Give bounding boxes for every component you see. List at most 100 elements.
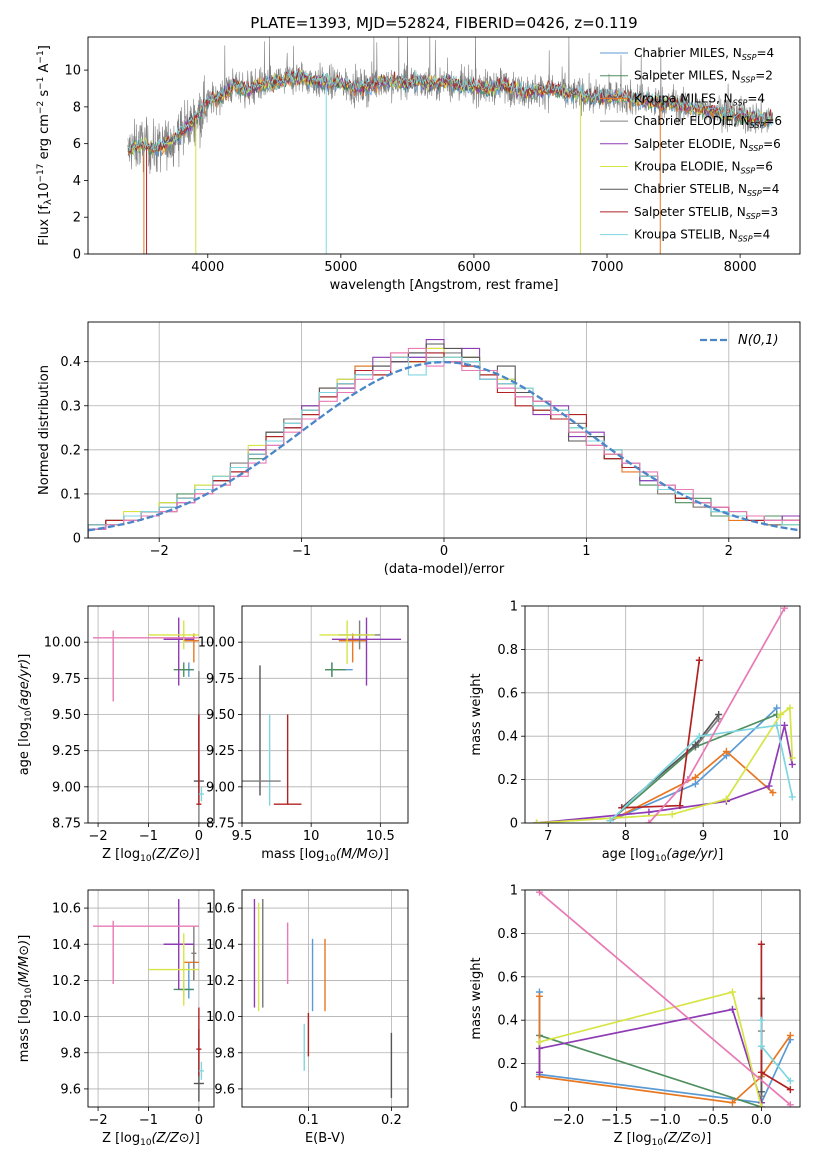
axes-frame bbox=[87, 321, 801, 539]
x-axis-label: Z [log10(Z/Z⊙)] bbox=[102, 1131, 200, 1148]
x-tick-label: −1.5 bbox=[601, 1113, 633, 1128]
point-marker bbox=[769, 789, 777, 797]
legend-label: Salpeter MILES, NSSP=2 bbox=[634, 69, 773, 85]
point-marker bbox=[786, 1086, 794, 1094]
point-marker bbox=[773, 721, 781, 729]
y-tick-label: 4 bbox=[73, 174, 81, 189]
x-tick-label: 9.5 bbox=[232, 829, 253, 844]
x-tick-label: 0 bbox=[195, 829, 203, 844]
point-marker bbox=[757, 1068, 765, 1076]
line-kroupa-stelib bbox=[609, 724, 794, 822]
point-marker bbox=[645, 808, 653, 816]
legend-label: Chabrier ELODIE, NSSP=6 bbox=[634, 114, 782, 130]
x-tick-label: 10 bbox=[772, 829, 789, 844]
point-marker bbox=[535, 890, 543, 896]
y-tick-label: 9.25 bbox=[52, 744, 81, 759]
legend-label: Chabrier STELIB, NSSP=4 bbox=[634, 182, 779, 198]
axes-frame bbox=[241, 889, 409, 1108]
panel-age_vs_Z: −2 −1 0 8.75 9.00 9.25 9.50 9.75 10.00 Z [log10(Z… bbox=[17, 605, 215, 864]
x-tick-label: 8000 bbox=[724, 260, 757, 275]
normal-curve bbox=[88, 360, 800, 532]
x-axis-label: E(B-V) bbox=[305, 1131, 345, 1146]
y-tick-label: 1 bbox=[510, 884, 518, 899]
plot-area bbox=[88, 339, 800, 538]
legend-label: Kroupa ELODIE, NSSP=6 bbox=[634, 160, 773, 176]
x-tick-label: −2.0 bbox=[553, 1113, 585, 1128]
y-tick-label: 8.75 bbox=[52, 817, 81, 832]
plot-area bbox=[253, 899, 393, 1098]
point-marker bbox=[788, 760, 796, 768]
legend-label: Kroupa MILES, NSSP=4 bbox=[634, 91, 765, 107]
plot-area bbox=[533, 606, 796, 823]
x-tick-label: 7000 bbox=[590, 260, 623, 275]
x-tick-label: 4000 bbox=[191, 260, 224, 275]
line-salpeter-stelib bbox=[621, 660, 701, 809]
legend-label: Chabrier MILES, NSSP=4 bbox=[634, 46, 774, 62]
y-tick-label: 9.6 bbox=[60, 1082, 81, 1097]
axes-frame bbox=[87, 605, 215, 824]
point-marker bbox=[722, 747, 730, 755]
x-tick-label: 5000 bbox=[324, 260, 357, 275]
y-tick-label: 9.50 bbox=[52, 708, 81, 723]
x-tick-label: 10.5 bbox=[366, 829, 395, 844]
y-axis-label: mass [log10(M/M⊙)] bbox=[17, 935, 34, 1063]
y-tick-label: 6 bbox=[73, 137, 81, 152]
point-marker bbox=[668, 810, 676, 818]
y-tick-label: 0 bbox=[510, 1101, 518, 1116]
x-tick-label: −1 bbox=[139, 829, 158, 844]
y-axis-label: Normed distribution bbox=[37, 365, 52, 495]
point-marker bbox=[728, 988, 736, 996]
y-tick-label: 0 bbox=[510, 817, 518, 832]
y-tick-label: 9.8 bbox=[214, 1046, 235, 1061]
x-tick-label: 2 bbox=[725, 544, 733, 559]
y-axis-label: mass weight bbox=[469, 957, 484, 1039]
histogram-pink bbox=[88, 347, 800, 538]
point-marker bbox=[684, 776, 692, 784]
x-tick-label: 0.1 bbox=[298, 1113, 319, 1128]
x-tick-label: 9 bbox=[699, 829, 707, 844]
y-tick-label: 8 bbox=[73, 100, 81, 115]
panel-massweight_vs_age: 7 8 9 10 0 0.2 0.4 0.6 0.8 1 age [log10(age/yr)] ma… bbox=[469, 600, 801, 864]
point-marker bbox=[535, 992, 543, 1000]
y-tick-label: 10.6 bbox=[52, 902, 81, 917]
point-marker bbox=[757, 940, 765, 948]
x-tick-label: 6000 bbox=[457, 260, 490, 275]
y-tick-label: 1 bbox=[510, 600, 518, 615]
plot-area bbox=[93, 617, 204, 823]
x-tick-label: −1 bbox=[292, 544, 311, 559]
point-marker bbox=[695, 732, 703, 740]
axes-frame bbox=[241, 605, 409, 824]
point-marker bbox=[786, 1077, 794, 1085]
point-marker bbox=[691, 780, 699, 788]
y-axis-label: mass weight bbox=[469, 673, 484, 755]
panel-age_vs_mass: 9.5 10 10.5 8.75 9.00 9.25 9.50 9.75 10.00 mass [… bbox=[198, 605, 409, 864]
y-tick-label: 10.0 bbox=[206, 1010, 235, 1025]
y-tick-label: 10.6 bbox=[206, 902, 235, 917]
line-chabrier-elodie bbox=[694, 718, 720, 748]
point-marker bbox=[765, 782, 773, 790]
y-tick-label: 0.2 bbox=[60, 443, 81, 458]
x-tick-label: −1 bbox=[139, 1113, 158, 1128]
y-axis-label: age [log10(age/yr)] bbox=[17, 654, 34, 776]
y-tick-label: 10.4 bbox=[206, 938, 235, 953]
y-tick-label: 9.75 bbox=[52, 672, 81, 687]
x-tick-label: −1.0 bbox=[649, 1113, 681, 1128]
panel-massweight_vs_Z: −2.0 −1.5 −1.0 −0.5 0.0 0 0.2 0.4 0.6 0.8 1 Z [log1… bbox=[469, 884, 801, 1148]
y-tick-label: 9.6 bbox=[214, 1082, 235, 1097]
point-marker bbox=[535, 1068, 543, 1076]
x-axis-label: Z [log10(Z/Z⊙)] bbox=[102, 847, 200, 864]
x-tick-label: 10 bbox=[303, 829, 320, 844]
y-tick-label: 10.0 bbox=[52, 1010, 81, 1025]
axes-frame bbox=[87, 889, 215, 1108]
y-tick-label: 0.8 bbox=[497, 643, 518, 658]
x-tick-label: 0 bbox=[440, 544, 448, 559]
y-tick-label: 0.4 bbox=[497, 730, 518, 745]
axes-frame bbox=[87, 36, 801, 255]
x-axis-label: Z [log10(Z/Z⊙)] bbox=[614, 1131, 712, 1148]
line-kroupa-elodie bbox=[539, 990, 763, 1107]
plot-area bbox=[535, 890, 794, 1107]
point-marker bbox=[645, 819, 653, 823]
x-tick-label: 7 bbox=[544, 829, 552, 844]
point-marker bbox=[757, 1042, 765, 1050]
